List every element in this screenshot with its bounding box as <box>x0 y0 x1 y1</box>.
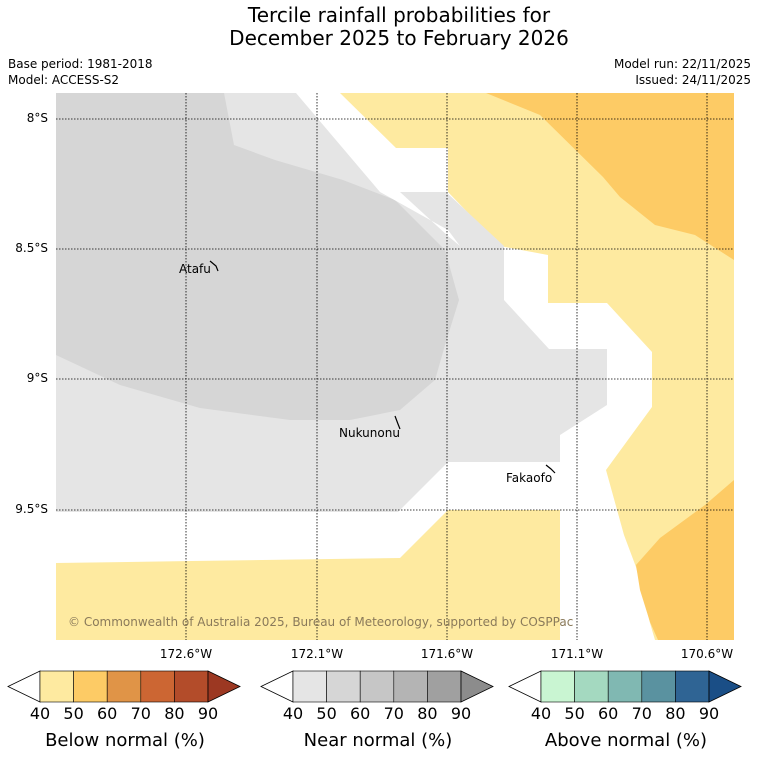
title-line-1: Tercile rainfall probabilities for <box>247 3 551 27</box>
colorbar-title-below-normal: Below normal (%) <box>45 730 205 751</box>
lon-label-172-6: 172.6°W <box>159 647 213 661</box>
colorbar-below-tick: 50 <box>63 704 84 723</box>
colorbar-above-segment <box>607 670 643 703</box>
colorbar-above-tick: 50 <box>564 704 585 723</box>
below-normal-40-50-zone-south <box>56 510 560 640</box>
meta-right: Model run: 22/11/2025 Issued: 24/11/2025 <box>614 56 751 88</box>
lon-label-171-6: 171.6°W <box>420 647 474 661</box>
colorbar-below-tick: 80 <box>164 704 185 723</box>
nukunonu-island <box>394 415 401 430</box>
lon-label-172-1: 172.1°W <box>290 647 344 661</box>
islands <box>209 260 556 474</box>
lat-label-8: 8°S <box>26 111 48 125</box>
place-fakaofo: Fakaofo <box>506 471 552 485</box>
colorbar-near-tick: 80 <box>417 704 438 723</box>
below-normal-50-60-zone-ne <box>486 93 734 260</box>
place-nukunonu: Nukunonu <box>339 426 400 440</box>
colorbar-near-segment <box>359 670 395 703</box>
colorbar-above-segment <box>641 670 676 703</box>
fakaofo-island <box>545 464 556 474</box>
colorbar-near-tick: 70 <box>383 704 404 723</box>
colorbar-above-segment <box>675 670 710 703</box>
colorbar-below-segment <box>106 670 142 703</box>
colorbar-below-min-arrow <box>7 670 41 703</box>
base-period: Base period: 1981-2018 <box>8 57 153 71</box>
lon-label-170-6: 170.6°W <box>680 647 734 661</box>
colorbar-above-tick: 40 <box>530 704 552 723</box>
below-normal-50-60-zone-se <box>636 480 734 640</box>
colorbar-near-max-arrow <box>460 670 494 703</box>
colorbar-below-tick: 60 <box>97 704 118 723</box>
colorbar-below-segment <box>140 670 175 703</box>
colorbar-below-segment <box>174 670 209 703</box>
colorbar-below-tick: 70 <box>130 704 151 723</box>
colorbar-above-tick: 90 <box>698 704 720 723</box>
colorbar-above-segment <box>574 670 609 703</box>
colorbar-above-min-arrow <box>508 670 542 703</box>
lon-label-171-1: 171.1°W <box>550 647 604 661</box>
colorbar-above-tick: 70 <box>631 704 652 723</box>
colorbars <box>7 670 742 703</box>
colorbar-near-normal <box>260 670 494 703</box>
colorbar-above-max-arrow <box>708 670 742 703</box>
colorbar-above-tick: 80 <box>665 704 686 723</box>
map: Atafu Nukunonu Fakaofo © Commonwealth of… <box>56 93 734 640</box>
colorbar-near-segment <box>326 670 361 703</box>
colorbar-near-segment <box>393 670 428 703</box>
near-normal-50-60-zone <box>56 93 459 420</box>
lat-label-9-5: 9.5°S <box>15 502 48 516</box>
colorbar-above-tick: 60 <box>598 704 619 723</box>
atafu-island <box>209 260 219 272</box>
colorbar-title-above-normal: Above normal (%) <box>544 730 708 751</box>
colorbar-near-min-arrow <box>260 670 294 703</box>
colorbar-above-segment <box>540 670 575 703</box>
colorbar-near-tick: 60 <box>350 704 371 723</box>
colorbar-below-segment <box>73 670 108 703</box>
colorbar-near-tick: 50 <box>316 704 337 723</box>
colorbar-near-segment <box>427 670 462 703</box>
colorbar-below-segment <box>39 670 74 703</box>
meta-left: Base period: 1981-2018 Model: ACCESS-S2 <box>8 56 153 88</box>
lat-label-9: 9°S <box>26 371 48 385</box>
colorbar-below-normal <box>7 670 241 703</box>
place-atafu: Atafu <box>179 262 211 276</box>
graticule <box>56 93 734 640</box>
lat-label-8-5: 8.5°S <box>15 241 48 255</box>
colorbar-below-max-arrow <box>207 670 241 703</box>
colorbar-near-tick: 40 <box>282 704 304 723</box>
below-normal-40-50-zone-ne <box>340 93 734 640</box>
colorbar-below-tick: 40 <box>29 704 51 723</box>
model-name: Model: ACCESS-S2 <box>8 73 120 87</box>
colorbar-below-tick: 90 <box>197 704 219 723</box>
issued-date: Issued: 24/11/2025 <box>635 73 751 87</box>
colorbar-title-near-normal: Near normal (%) <box>303 730 453 751</box>
model-run: Model run: 22/11/2025 <box>613 57 751 71</box>
colorbar-near-segment <box>292 670 327 703</box>
colorbar-near-tick: 90 <box>450 704 472 723</box>
copyright-notice: © Commonwealth of Australia 2025, Bureau… <box>68 615 573 629</box>
colorbar-above-normal <box>508 670 742 703</box>
title-line-2: December 2025 to February 2026 <box>229 26 569 50</box>
chart-title: Tercile rainfall probabilities for Decem… <box>0 4 758 50</box>
